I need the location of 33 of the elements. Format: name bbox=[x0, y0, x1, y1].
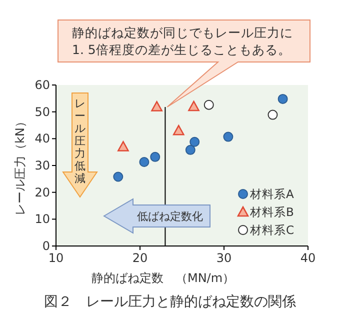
legend-label: 材料系B bbox=[249, 205, 294, 219]
x-tick-label: 30 bbox=[216, 251, 232, 265]
annotation: 低ばね定数化 bbox=[137, 210, 203, 223]
point bbox=[151, 101, 162, 112]
text: 静的ばね定数が同じでもレール圧力に1. 5倍程度の差が生じることもある。 bbox=[72, 25, 293, 57]
point bbox=[190, 136, 200, 147]
point bbox=[185, 144, 196, 155]
text: 図２ レール圧力と静的ばね定数の関係 bbox=[44, 294, 296, 310]
y-tick-label: 40 bbox=[34, 132, 50, 146]
y-axis-title: レール圧力（kN） bbox=[13, 116, 27, 216]
point bbox=[204, 100, 214, 110]
point bbox=[172, 124, 184, 136]
x-axis-title: 静的ばね定数 （MN/m） bbox=[91, 271, 235, 285]
y-tick-label: 30 bbox=[34, 158, 50, 172]
point bbox=[139, 157, 150, 168]
point bbox=[223, 132, 234, 142]
y-tick-label: 60 bbox=[34, 78, 50, 92]
x-tick-label: 10 bbox=[48, 251, 64, 265]
x-tick-label: 40 bbox=[300, 251, 316, 265]
point bbox=[278, 94, 288, 104]
point bbox=[268, 110, 278, 120]
y-tick-label: 50 bbox=[34, 104, 50, 119]
y-tick-label: 10 bbox=[34, 212, 50, 226]
point bbox=[113, 172, 124, 182]
y-tick-label: 20 bbox=[34, 185, 50, 200]
point bbox=[188, 100, 200, 112]
y-tick-label: 0 bbox=[42, 239, 50, 253]
legend-label: 材料系A bbox=[249, 187, 294, 201]
point bbox=[150, 152, 160, 162]
annotation: レール圧力低減 bbox=[74, 97, 86, 185]
x-tick-label: 20 bbox=[132, 251, 148, 265]
point bbox=[118, 141, 129, 152]
legend-label: 材料系C bbox=[249, 223, 294, 237]
